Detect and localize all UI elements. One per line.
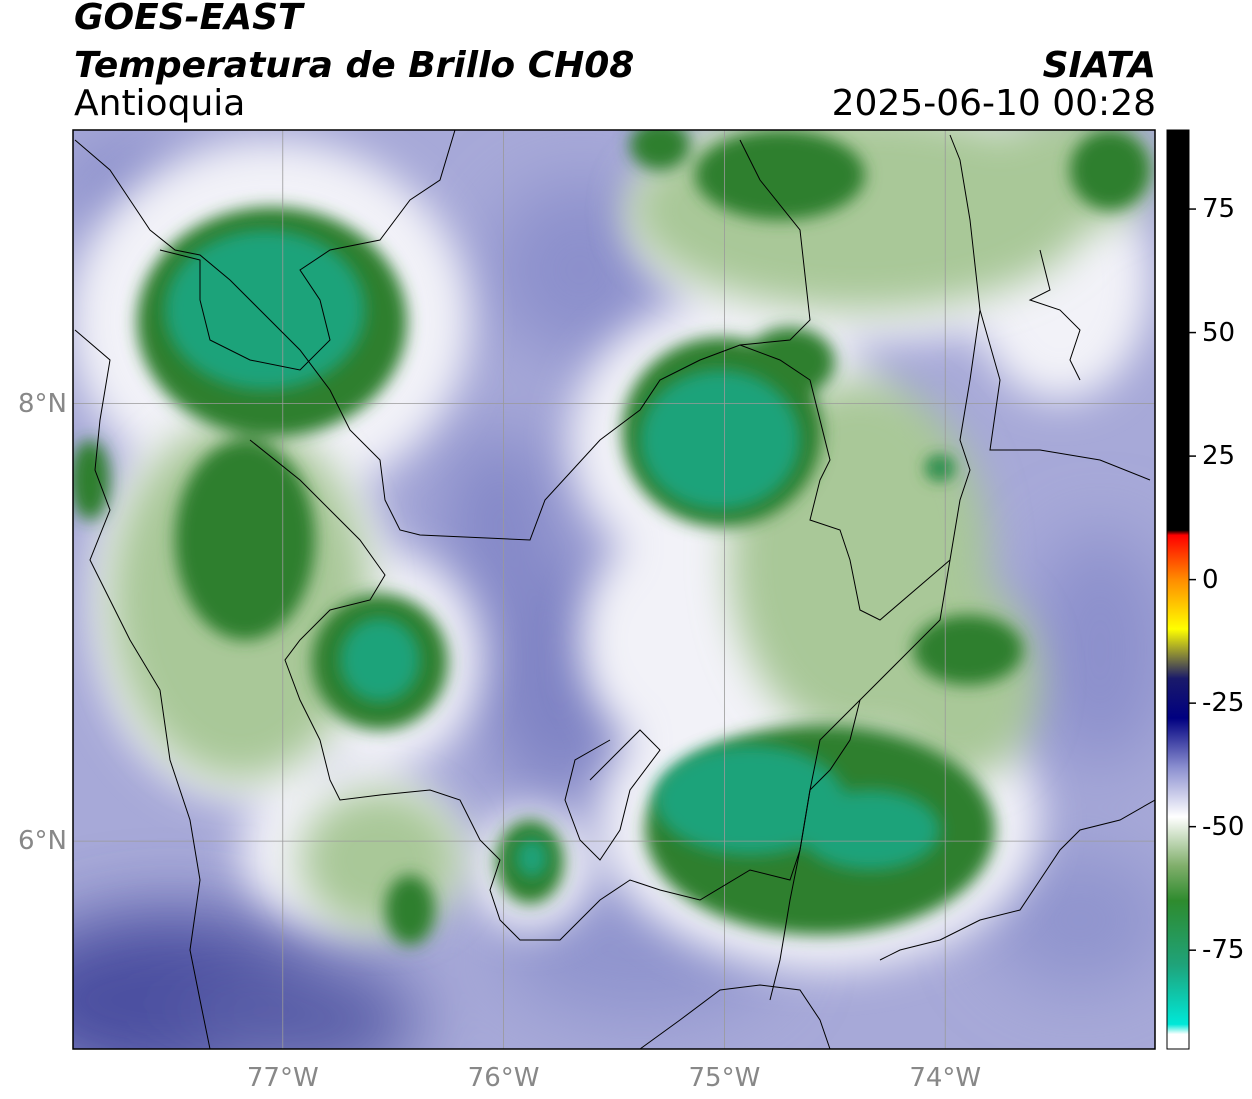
region-label: Antioquia: [74, 83, 246, 124]
colorbar-tick-label: -75: [1202, 935, 1245, 966]
agency-label: SIATA: [1042, 45, 1156, 86]
map-frame: [72, 129, 1156, 1050]
lon-tick-label: 76°W: [467, 1063, 540, 1093]
map-area: [73, 130, 1155, 1049]
colorbar-tick-label: -50: [1202, 811, 1245, 842]
lon-tick-label: 77°W: [246, 1063, 319, 1093]
uraba-coast: [159, 130, 456, 371]
lat-tick-label: 8°N: [18, 388, 67, 419]
antioquia-north-border: [74, 139, 811, 541]
lat-tick-label: 6°N: [18, 826, 67, 857]
boyaca-border: [879, 799, 1155, 961]
admin-boundaries: [74, 130, 1155, 1049]
colorbar-tick-label: 0: [1202, 564, 1219, 595]
colorbar-tick-label: 75: [1202, 194, 1236, 225]
satellite-title: GOES-EAST: [74, 0, 303, 38]
colorbar-tick-label: -25: [1202, 688, 1245, 719]
antioquia-east-border: [739, 134, 981, 621]
product-title: Temperatura de Brillo CH08: [74, 45, 635, 86]
cesar-border: [1028, 249, 1081, 381]
timestamp-label: 2025-06-10 00:28: [831, 83, 1156, 124]
cold-cloud-cores: [165, 230, 948, 878]
colorbar-tick-label: 25: [1202, 441, 1236, 472]
lon-tick-label: 75°W: [688, 1063, 761, 1093]
santander-border: [979, 309, 1151, 481]
colorbar: [1166, 129, 1190, 1050]
lon-tick-label: 74°W: [909, 1063, 982, 1093]
caldas-border: [769, 699, 861, 1001]
colorbar-ticks: [1189, 208, 1196, 951]
choco-enclave: [564, 729, 661, 861]
pacific-coast: [74, 329, 211, 1049]
risaralda-border: [639, 984, 831, 1049]
antioquia-west-south-border: [249, 439, 951, 941]
colorbar-tick-label: 50: [1202, 317, 1236, 348]
